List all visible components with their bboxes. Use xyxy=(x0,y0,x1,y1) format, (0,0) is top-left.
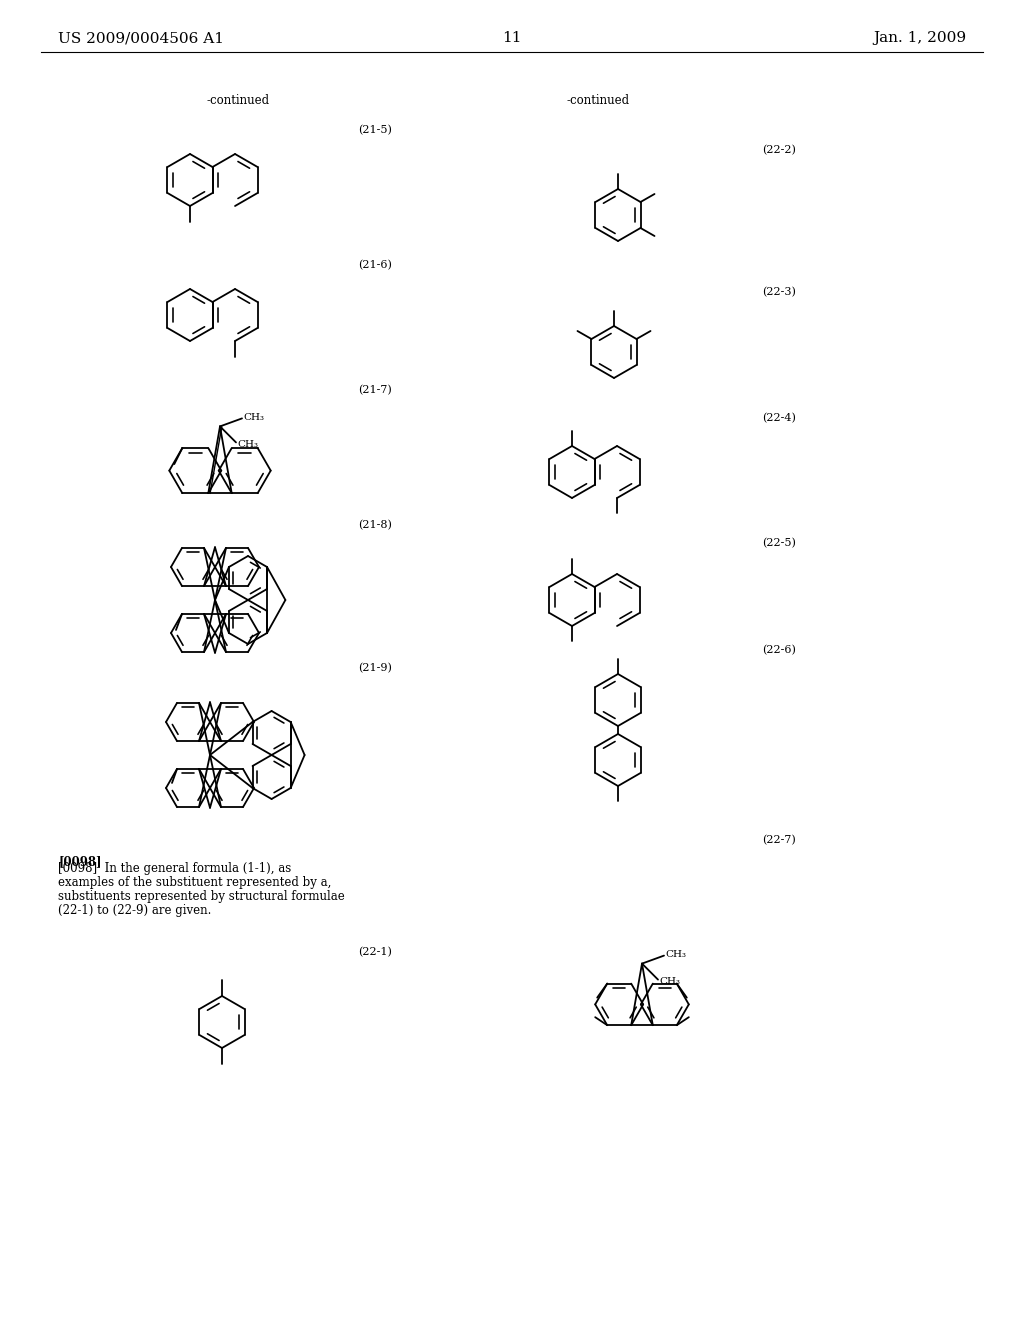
Text: (22-2): (22-2) xyxy=(762,145,796,156)
Text: CH₃: CH₃ xyxy=(665,950,686,960)
Text: CH₃: CH₃ xyxy=(237,440,258,449)
Text: (22-7): (22-7) xyxy=(762,834,796,845)
Text: -continued: -continued xyxy=(566,94,630,107)
Text: (22-1) to (22-9) are given.: (22-1) to (22-9) are given. xyxy=(58,904,211,917)
Text: (21-5): (21-5) xyxy=(358,125,392,135)
Text: CH₃: CH₃ xyxy=(243,413,264,422)
Text: CH₃: CH₃ xyxy=(659,977,680,986)
Text: (22-3): (22-3) xyxy=(762,286,796,297)
Text: Jan. 1, 2009: Jan. 1, 2009 xyxy=(872,30,966,45)
Text: (21-6): (21-6) xyxy=(358,260,392,271)
Text: -continued: -continued xyxy=(207,94,269,107)
Text: (22-1): (22-1) xyxy=(358,946,392,957)
Text: US 2009/0004506 A1: US 2009/0004506 A1 xyxy=(58,30,224,45)
Text: (22-6): (22-6) xyxy=(762,645,796,655)
Text: 11: 11 xyxy=(502,30,522,45)
Text: (21-8): (21-8) xyxy=(358,520,392,531)
Text: [0098]  In the general formula (1-1), as: [0098] In the general formula (1-1), as xyxy=(58,862,291,875)
Text: examples of the substituent represented by a,: examples of the substituent represented … xyxy=(58,876,332,888)
Text: (21-9): (21-9) xyxy=(358,663,392,673)
Text: substituents represented by structural formulae: substituents represented by structural f… xyxy=(58,890,345,903)
Text: [0098]: [0098] xyxy=(58,855,101,869)
Text: (22-4): (22-4) xyxy=(762,413,796,424)
Text: (22-5): (22-5) xyxy=(762,537,796,548)
Text: (21-7): (21-7) xyxy=(358,385,392,395)
